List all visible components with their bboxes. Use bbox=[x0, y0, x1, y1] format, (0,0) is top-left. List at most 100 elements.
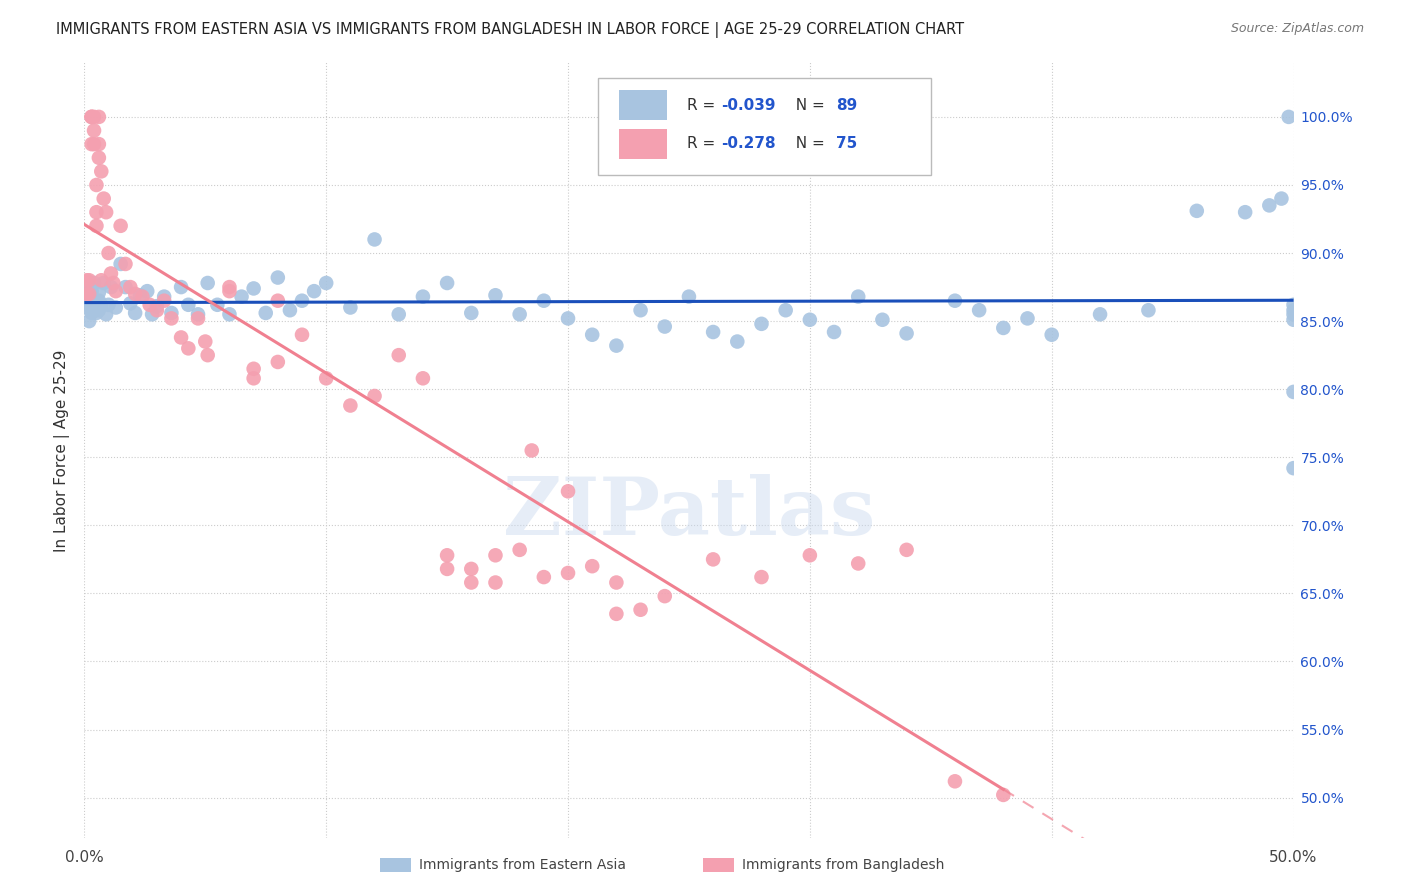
Point bbox=[993, 321, 1015, 335]
Point bbox=[1282, 303, 1305, 318]
Text: 89: 89 bbox=[837, 97, 858, 112]
FancyBboxPatch shape bbox=[619, 129, 668, 159]
Point bbox=[129, 288, 152, 302]
Text: -0.039: -0.039 bbox=[721, 97, 776, 112]
Point bbox=[1282, 312, 1305, 326]
Point bbox=[77, 314, 100, 328]
Point bbox=[177, 342, 200, 356]
FancyBboxPatch shape bbox=[619, 90, 668, 120]
Point bbox=[187, 311, 209, 326]
Point bbox=[1258, 198, 1281, 212]
Point bbox=[77, 298, 100, 312]
Text: Immigrants from Eastern Asia: Immigrants from Eastern Asia bbox=[419, 858, 626, 872]
Point bbox=[77, 286, 100, 301]
Point bbox=[104, 301, 127, 315]
Point bbox=[1282, 384, 1305, 399]
Point bbox=[83, 137, 105, 152]
Point bbox=[120, 296, 142, 310]
Point bbox=[120, 280, 142, 294]
Point bbox=[412, 290, 434, 304]
Point bbox=[291, 327, 314, 342]
Point bbox=[702, 325, 724, 339]
FancyBboxPatch shape bbox=[599, 78, 931, 175]
Point bbox=[93, 276, 115, 290]
Text: Source: ZipAtlas.com: Source: ZipAtlas.com bbox=[1230, 22, 1364, 36]
Point bbox=[87, 110, 110, 124]
Point bbox=[76, 286, 98, 301]
Point bbox=[943, 293, 966, 308]
Point bbox=[846, 290, 869, 304]
Point bbox=[77, 273, 100, 287]
Point bbox=[605, 338, 627, 352]
Point bbox=[267, 270, 290, 285]
Point bbox=[103, 276, 125, 290]
Point bbox=[197, 348, 219, 362]
Point bbox=[197, 276, 219, 290]
Point bbox=[97, 246, 120, 260]
Text: IMMIGRANTS FROM EASTERN ASIA VS IMMIGRANTS FROM BANGLADESH IN LABOR FORCE | AGE : IMMIGRANTS FROM EASTERN ASIA VS IMMIGRAN… bbox=[56, 22, 965, 38]
Text: N =: N = bbox=[786, 97, 830, 112]
Point bbox=[823, 325, 845, 339]
Point bbox=[97, 298, 120, 312]
Point bbox=[799, 312, 821, 326]
Point bbox=[799, 549, 821, 563]
Point bbox=[1234, 205, 1257, 219]
Point bbox=[1137, 303, 1160, 318]
Point bbox=[86, 306, 108, 320]
Point bbox=[339, 301, 361, 315]
Point bbox=[153, 293, 176, 308]
Point bbox=[254, 306, 277, 320]
Point bbox=[80, 110, 103, 124]
Point bbox=[100, 280, 122, 294]
Point bbox=[124, 306, 146, 320]
Point bbox=[605, 607, 627, 621]
Point bbox=[94, 307, 117, 321]
Point bbox=[388, 348, 411, 362]
Point bbox=[90, 298, 112, 312]
Point bbox=[630, 603, 652, 617]
Point bbox=[114, 257, 136, 271]
Point bbox=[76, 301, 98, 315]
Point bbox=[83, 276, 105, 290]
Point bbox=[267, 293, 290, 308]
Point bbox=[187, 307, 209, 321]
Point bbox=[412, 371, 434, 385]
Text: Immigrants from Bangladesh: Immigrants from Bangladesh bbox=[742, 858, 945, 872]
Point bbox=[86, 296, 108, 310]
Point bbox=[484, 549, 506, 563]
Point bbox=[846, 557, 869, 571]
Point bbox=[654, 319, 676, 334]
Point bbox=[141, 307, 163, 321]
Point bbox=[242, 361, 264, 376]
Point bbox=[291, 293, 314, 308]
Text: -0.278: -0.278 bbox=[721, 136, 776, 152]
Point bbox=[110, 257, 132, 271]
Point bbox=[86, 178, 108, 192]
Point bbox=[1282, 307, 1305, 321]
Point bbox=[77, 280, 100, 294]
Point bbox=[114, 280, 136, 294]
Point bbox=[557, 484, 579, 499]
Point bbox=[86, 205, 108, 219]
Text: R =: R = bbox=[686, 136, 720, 152]
Point bbox=[76, 286, 98, 301]
Point bbox=[80, 290, 103, 304]
Point bbox=[993, 788, 1015, 802]
Point bbox=[80, 110, 103, 124]
Text: R =: R = bbox=[686, 97, 720, 112]
Point bbox=[725, 334, 748, 349]
Point bbox=[87, 303, 110, 318]
Point bbox=[460, 562, 482, 576]
Point bbox=[87, 285, 110, 300]
Point bbox=[124, 286, 146, 301]
Point bbox=[90, 164, 112, 178]
Point bbox=[533, 570, 555, 584]
Point bbox=[177, 298, 200, 312]
Point bbox=[1017, 311, 1039, 326]
Point bbox=[94, 205, 117, 219]
Point bbox=[751, 570, 773, 584]
Point bbox=[83, 110, 105, 124]
Point bbox=[242, 371, 264, 385]
Point bbox=[83, 303, 105, 318]
Point bbox=[702, 552, 724, 566]
